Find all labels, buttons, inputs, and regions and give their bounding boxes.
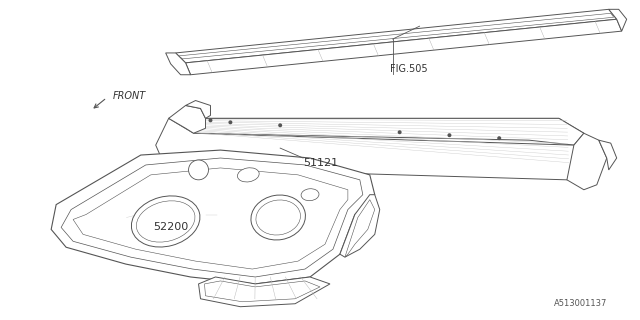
Polygon shape (61, 158, 363, 277)
Polygon shape (345, 200, 375, 257)
Polygon shape (186, 19, 621, 75)
Polygon shape (179, 13, 614, 59)
Ellipse shape (251, 195, 305, 240)
Polygon shape (156, 118, 589, 180)
Circle shape (397, 130, 402, 134)
Circle shape (278, 123, 282, 127)
Text: 52200: 52200 (153, 222, 188, 232)
Circle shape (228, 120, 232, 124)
Ellipse shape (131, 196, 200, 247)
Ellipse shape (256, 200, 300, 235)
Polygon shape (599, 140, 617, 170)
Circle shape (497, 136, 501, 140)
Text: FIG.505: FIG.505 (390, 64, 428, 74)
Polygon shape (169, 118, 584, 145)
Polygon shape (205, 281, 320, 302)
Polygon shape (166, 53, 191, 75)
Polygon shape (175, 9, 617, 63)
Polygon shape (51, 150, 375, 284)
Polygon shape (198, 277, 330, 307)
Polygon shape (340, 195, 380, 257)
Polygon shape (169, 106, 205, 133)
Text: FRONT: FRONT (113, 91, 146, 100)
Polygon shape (73, 168, 348, 269)
Circle shape (209, 118, 212, 122)
Circle shape (447, 133, 451, 137)
Ellipse shape (237, 168, 259, 182)
Polygon shape (169, 118, 584, 133)
Polygon shape (186, 100, 211, 118)
Ellipse shape (301, 189, 319, 201)
Circle shape (189, 160, 209, 180)
Ellipse shape (136, 201, 195, 242)
Text: A513001137: A513001137 (554, 299, 607, 308)
Polygon shape (609, 9, 627, 31)
Text: 51121: 51121 (303, 158, 338, 168)
Polygon shape (567, 133, 607, 190)
